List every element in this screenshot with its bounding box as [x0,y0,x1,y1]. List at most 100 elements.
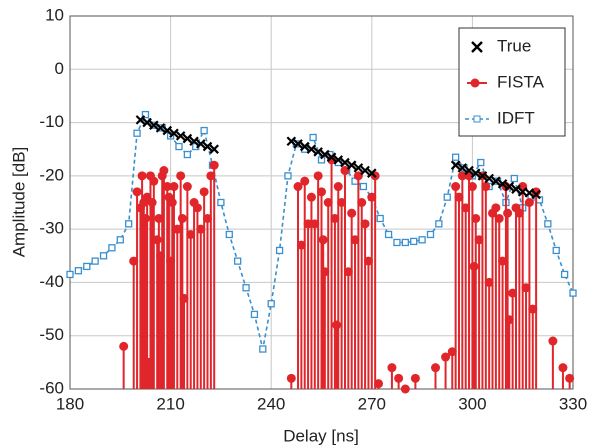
stem-marker [491,203,501,213]
y-tick-label: 0 [55,59,64,78]
stem-marker [199,187,209,197]
stem-marker [176,171,186,181]
legend-symbol [470,78,480,88]
stem-marker [333,182,343,192]
cross-marker [175,131,186,141]
stem-marker [286,373,296,383]
stem-marker [179,293,189,303]
x-tick-label: 300 [458,394,486,413]
cross-marker [182,133,193,144]
line-marker [250,310,259,319]
line-marker [91,257,99,265]
line-marker [175,142,183,151]
cross-marker [155,123,166,133]
line-marker [225,230,233,239]
line-marker [426,230,435,239]
stem-marker [140,213,150,223]
stem-marker [317,187,326,197]
stem-marker [461,203,471,213]
line-marker [242,284,250,292]
x-axis-label: Delay [ns] [283,426,359,445]
stem-marker [149,176,159,186]
stem-marker [177,213,187,223]
cross-marker [531,189,541,200]
stem-marker [129,256,139,266]
stem-marker [548,336,558,346]
line-marker [234,257,242,265]
cross-marker [135,115,146,125]
stem-marker [147,198,157,207]
line-marker [451,153,460,161]
cross-marker [326,152,337,162]
stem-marker [498,256,508,266]
stem-marker [172,224,182,234]
line-marker [74,267,83,275]
line-marker [108,244,116,252]
line-marker [384,230,393,239]
stem-marker [330,213,340,223]
stem-marker [206,171,216,181]
cross-marker [169,128,179,139]
stem-marker [504,315,514,325]
stem-marker [119,341,129,351]
line-marker [418,236,426,244]
line-marker [477,158,485,167]
stem-marker [374,379,384,389]
cross-marker [477,171,488,181]
stem-marker [410,373,420,383]
cross-marker [189,136,199,146]
line-marker [125,220,133,228]
line-marker [116,236,124,244]
x-tick-label: 270 [358,394,386,413]
stem-marker [360,219,370,229]
stem-marker [481,182,491,192]
cross-marker [286,136,297,146]
stem-marker [167,198,177,207]
stem-marker [209,160,219,170]
cross-marker [353,163,364,173]
cross-marker [457,163,468,173]
line-marker [552,246,560,255]
cross-marker [491,176,501,186]
stem-marker [394,373,404,383]
legend-symbol [471,41,483,53]
line-marker [217,198,225,207]
cross-marker [333,155,344,165]
cross-marker [497,179,508,189]
stem-marker [186,229,196,239]
stem-marker [169,182,179,192]
line-marker [376,214,384,223]
stem-marker [196,224,206,234]
line-marker [200,126,208,135]
stem-marker [192,203,202,213]
line-marker [544,220,552,228]
cross-marker [162,125,173,136]
stem-marker [303,219,313,229]
cross-marker [504,181,515,192]
y-tick-label: 10 [45,5,64,24]
line-marker [410,237,418,246]
stem-marker [357,198,367,207]
x-tick-label: 240 [257,394,285,413]
line-marker [443,193,451,201]
line-marker [569,289,577,297]
line-marker [83,262,91,271]
cross-marker [511,184,521,194]
stem-marker [320,267,330,277]
stem-marker [441,352,451,362]
cross-marker [320,149,330,160]
stem-marker [363,256,373,266]
y-tick-label: -40 [39,272,64,291]
x-tick-label: 330 [559,394,587,413]
stem-marker [484,277,494,287]
line-marker [267,300,275,308]
cross-marker [340,157,350,168]
stem-marker [337,198,347,207]
stem-marker [469,261,479,271]
line-marker [66,270,74,279]
line-marker [284,172,292,180]
stem-marker [323,198,333,207]
line-marker [99,252,108,260]
stem-marker [350,235,360,245]
